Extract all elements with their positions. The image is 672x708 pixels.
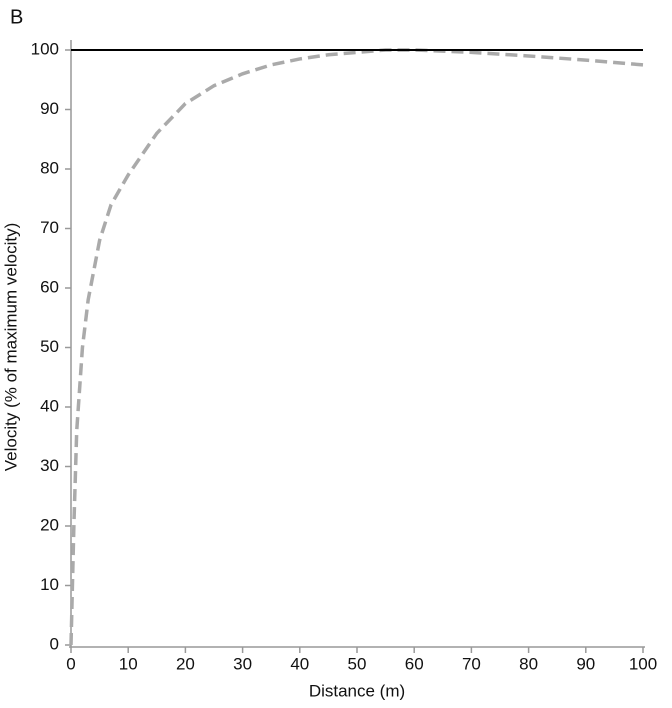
y-axis-label: Velocity (% of maximum velocity) [1,223,20,471]
y-tick-label: 60 [40,277,59,296]
y-tick-label: 10 [40,575,59,594]
x-tick-label: 10 [119,654,138,673]
x-tick-label: 30 [233,654,252,673]
x-axis-label: Distance (m) [309,681,405,700]
x-tick-label: 0 [66,654,75,673]
y-tick-label: 50 [40,337,59,356]
x-tick-label: 70 [462,654,481,673]
x-tick-label: 20 [176,654,195,673]
y-tick-label: 30 [40,456,59,475]
y-tick-label: 0 [50,634,59,653]
x-tick-label: 60 [405,654,424,673]
y-tick-label: 80 [40,158,59,177]
x-tick-label: 80 [519,654,538,673]
x-tick-label: 90 [576,654,595,673]
x-tick-label: 50 [348,654,367,673]
y-tick-label: 70 [40,218,59,237]
series-line [69,48,644,646]
x-tick-label: 40 [290,654,309,673]
y-tick-label: 20 [40,515,59,534]
y-tick-label: 90 [40,99,59,118]
x-tick-label: 100 [629,654,657,673]
y-tick-label: 100 [31,39,59,58]
panel-label: B [10,6,23,28]
y-tick-label: 40 [40,396,59,415]
